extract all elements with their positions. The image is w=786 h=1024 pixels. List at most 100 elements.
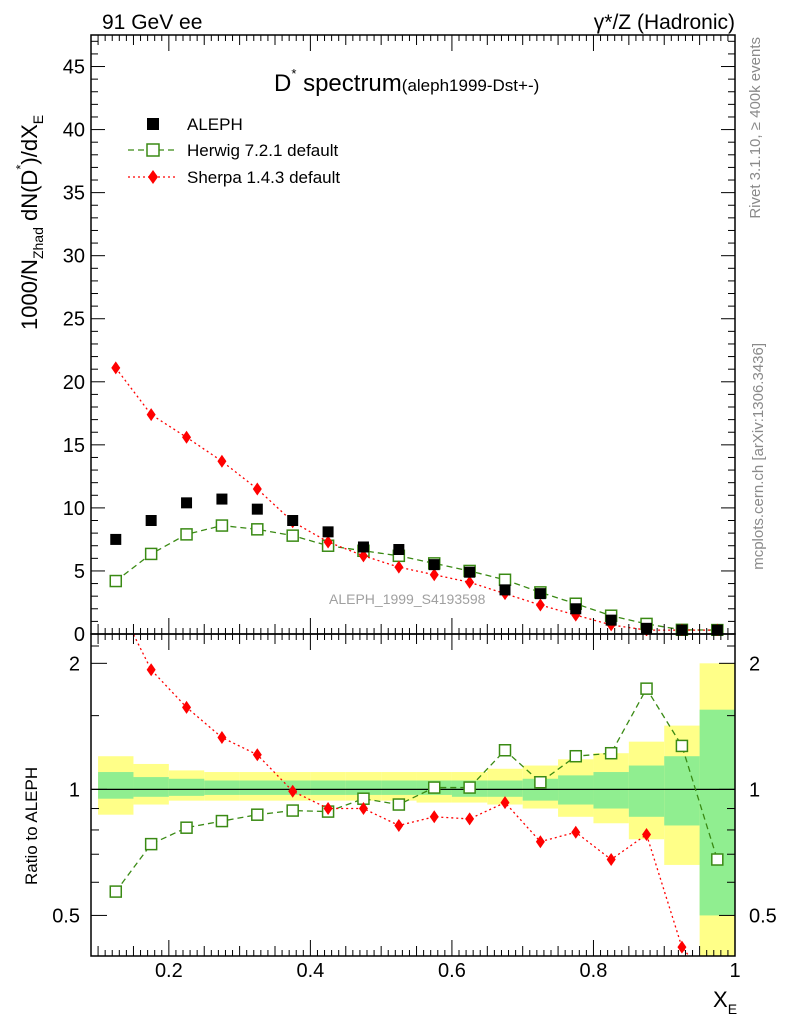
- main-plot-area: 0 5 10 15 20 25 30 35 40 45: [63, 34, 736, 646]
- inner-band-bin: [98, 772, 134, 799]
- ratio-y-tick-label-right: 0.5: [749, 905, 777, 927]
- inner-band-bin: [345, 780, 382, 795]
- x-tick-label: 1: [729, 960, 740, 982]
- main-y-tick-label: 15: [63, 435, 85, 457]
- ratio-herwig-point: [251, 808, 264, 821]
- ylabel-part-3: )/dX: [17, 124, 42, 165]
- aleph-point: [145, 515, 157, 527]
- ratio-y-axis-label: Ratio to ALEPH: [22, 767, 41, 885]
- header-energy-label: 91 GeV ee: [102, 11, 202, 34]
- aleph-point: [428, 559, 440, 571]
- sherpa-point: [182, 430, 192, 444]
- sherpa-point: [465, 575, 475, 589]
- sherpa-point: [429, 568, 439, 582]
- analysis-watermark: ALEPH_1999_S4193598: [329, 591, 486, 607]
- sherpa-point: [111, 361, 121, 375]
- main-y-tick-label: 20: [63, 372, 85, 394]
- main-y-tick-label: 25: [63, 309, 85, 331]
- main-y-tick-label: 10: [63, 498, 85, 520]
- aleph-point: [499, 584, 511, 596]
- herwig-point: [180, 528, 193, 541]
- legend-marker-sherpa: [148, 170, 158, 184]
- sherpa-line: [115, 367, 718, 631]
- legend-label: ALEPH: [187, 115, 243, 134]
- ratio-herwig-point: [109, 885, 123, 898]
- ratio-herwig-point: [534, 775, 547, 789]
- herwig-point: [251, 523, 264, 536]
- herwig-point: [498, 573, 512, 587]
- aleph-point: [216, 493, 228, 505]
- aleph-group: [110, 493, 723, 636]
- ratio-plot-area: 0.2 0.4 0.6 0.8 1 0.5 0.5 1 1 2 2: [52, 592, 777, 982]
- inner-band-bin: [593, 772, 629, 809]
- ratio-frame: [90, 633, 736, 957]
- herwig-point: [144, 547, 158, 561]
- ratio-sherpa-point: [642, 828, 652, 842]
- herwig-group: [109, 519, 724, 636]
- inner-band-bin: [664, 756, 700, 826]
- plot-title-analysis: (aleph1999-Dst+-): [402, 76, 540, 95]
- ratio-sherpa-point: [677, 940, 687, 954]
- rivet-version-label: Rivet 3.1.10, ≥ 400k events: [747, 37, 764, 219]
- x-tick-label: 0.8: [580, 960, 608, 982]
- ratio-herwig-point: [286, 804, 299, 817]
- ratio-herwig-point: [463, 781, 476, 794]
- aleph-point: [534, 588, 546, 600]
- ratio-y-tick-label: 0.5: [52, 905, 80, 927]
- ratio-herwig-point: [427, 781, 441, 794]
- ratio-sherpa-point: [358, 802, 368, 816]
- aleph-point: [181, 497, 193, 509]
- herwig-point: [286, 529, 299, 542]
- legend-label: Sherpa 1.4.3 default: [187, 168, 340, 187]
- sherpa-point: [146, 408, 156, 422]
- ratio-bands: [98, 663, 735, 956]
- inner-band-bin: [168, 778, 205, 796]
- ratio-herwig-point: [711, 853, 724, 866]
- ratio-herwig-point: [569, 749, 583, 763]
- plot-title-text: spectrum: [296, 70, 401, 97]
- ratio-y-tick-label-right: 1: [749, 779, 760, 801]
- ratio-sherpa-point: [252, 748, 262, 762]
- aleph-point: [711, 624, 723, 636]
- sherpa-point: [323, 535, 333, 549]
- ratio-herwig-point: [640, 682, 653, 695]
- legend-marker-herwig: [146, 143, 160, 157]
- ratio-herwig-point: [180, 821, 193, 834]
- ratio-y-tick-label: 1: [69, 779, 80, 801]
- ylabel-sub-e: E: [30, 115, 46, 124]
- x-tick-label: 0.4: [296, 960, 324, 982]
- ylabel-sub-zhad: Zhad: [30, 227, 46, 259]
- sherpa-point: [394, 560, 404, 574]
- x-axis-label: XE: [713, 987, 737, 1017]
- herwig-point: [215, 519, 229, 532]
- plot-title-particle: D: [274, 70, 291, 97]
- inner-band-bin: [204, 780, 240, 795]
- ratio-sherpa-point: [288, 784, 298, 798]
- ratio-herwig-line: [115, 687, 718, 892]
- aleph-point: [393, 544, 405, 556]
- ratio-herwig-point: [144, 837, 158, 851]
- herwig-line: [115, 524, 718, 631]
- ratio-sherpa-point: [535, 835, 545, 849]
- ratio-sherpa-point: [146, 663, 156, 677]
- main-y-tick-label: 40: [63, 120, 85, 142]
- sherpa-point: [217, 454, 227, 468]
- plot-title: D* spectrum(aleph1999-Dst+-): [274, 66, 539, 97]
- plot-title-superscript: *: [291, 66, 296, 81]
- header-process-label: γ*/Z (Hadronic): [594, 11, 735, 34]
- xlabel-x: X: [713, 987, 728, 1012]
- ratio-sherpa-point: [182, 700, 192, 714]
- ratio-sherpa-point: [111, 592, 120, 605]
- ratio-sherpa-point: [606, 853, 616, 867]
- aleph-point: [251, 503, 263, 515]
- aleph-point: [570, 603, 582, 615]
- main-y-tick-label: 0: [74, 624, 85, 646]
- ratio-sherpa-point: [571, 825, 581, 839]
- mcplots-reference-label: mcplots.cern.ch [arXiv:1306.3436]: [750, 343, 767, 570]
- main-y-tick-label: 30: [63, 246, 85, 268]
- sherpa-point: [535, 598, 545, 612]
- sherpa-point: [358, 549, 368, 563]
- ratio-herwig-group: [109, 682, 724, 898]
- ylabel-sup-star: *: [13, 165, 28, 170]
